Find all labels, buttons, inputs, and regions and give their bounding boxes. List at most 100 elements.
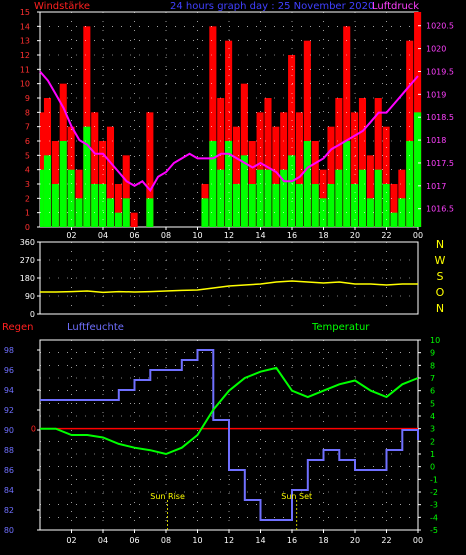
wind-bar <box>327 184 335 227</box>
temp-tick-label: 4 <box>430 412 435 421</box>
x-tick-label: 14 <box>255 536 265 545</box>
temperature-label: Temperatur <box>311 322 370 333</box>
x-tick-label: 12 <box>224 536 234 545</box>
wind-bar <box>303 141 311 227</box>
x-tick-label: 00 <box>413 231 423 240</box>
x-tick-label: 08 <box>161 231 171 240</box>
gust-bar <box>358 98 367 227</box>
compass-label: S <box>437 270 444 283</box>
temp-tick-label: -5 <box>430 526 438 535</box>
temp-tick-label: -4 <box>430 513 438 522</box>
temperature-line <box>40 366 419 456</box>
wind-bar <box>358 169 367 227</box>
direction-tick-label: 270 <box>20 256 35 265</box>
wind-tick-label: 4 <box>25 166 30 175</box>
wind-bar <box>83 126 91 227</box>
wind-bar <box>374 169 382 227</box>
wind-bar <box>209 141 217 227</box>
wind-bar <box>232 184 241 227</box>
humidity-tick-label: 86 <box>4 466 14 475</box>
temp-tick-label: 1 <box>430 450 435 459</box>
pressure-tick-label: 1019 <box>426 90 446 99</box>
wind-bar <box>319 198 327 227</box>
humidity-tick-label: 98 <box>4 346 14 355</box>
pressure-tick-label: 1017.5 <box>426 159 454 168</box>
wind-tick-label: 11 <box>20 65 30 74</box>
wind-bar <box>382 184 390 227</box>
pressure-line <box>39 70 419 193</box>
x-tick-label: 14 <box>255 231 265 240</box>
wind-tick-label: 5 <box>25 151 30 160</box>
humidity-tick-label: 94 <box>4 386 14 395</box>
gust-bar <box>288 55 296 227</box>
wind-bar <box>51 184 59 227</box>
wind-direction-line <box>40 280 418 294</box>
gust-bar <box>225 40 233 227</box>
wind-tick-label: 9 <box>25 94 30 103</box>
wind-bar <box>146 198 154 227</box>
x-tick-label: 02 <box>66 231 76 240</box>
chart-title: 24 hours graph day : 25 November 2020 <box>170 1 374 12</box>
humidity-line <box>40 349 419 521</box>
wind-bar <box>272 184 280 227</box>
pressure-tick-label: 1020.5 <box>426 22 454 31</box>
direction-tick-label: 360 <box>20 238 35 247</box>
gust-bar <box>295 112 304 227</box>
wind-bar <box>351 184 359 227</box>
wind-tick-label: 12 <box>20 51 30 60</box>
x-tick-label: 08 <box>161 536 171 545</box>
compass-label: W <box>435 254 446 267</box>
gust-bar <box>217 98 225 227</box>
temp-tick-label: 5 <box>430 399 435 408</box>
wind-bar <box>99 184 107 227</box>
humidity-temperature-chart: Regen Luftfeuchte Temperatur Sun Rise Sun… <box>2 322 440 545</box>
compass-label: N <box>436 302 444 315</box>
temp-tick-label: 0 <box>430 463 435 472</box>
gust-bar <box>209 26 217 228</box>
wind-bar <box>59 141 67 227</box>
wind-bar <box>122 198 130 227</box>
wind-tick-label: 7 <box>25 123 30 132</box>
wind-bar <box>91 184 99 227</box>
wind-bar <box>311 184 319 227</box>
x-tick-label: 22 <box>381 231 391 240</box>
x-tick-label: 06 <box>129 231 139 240</box>
x-tick-label: 16 <box>287 536 297 545</box>
wind-bar <box>264 169 272 227</box>
wind-bar <box>240 155 248 227</box>
gust-bar <box>406 40 414 227</box>
temp-tick-label: 7 <box>430 374 435 383</box>
wind-bar <box>75 198 83 227</box>
x-tick-label: 06 <box>129 536 139 545</box>
wind-tick-label: 10 <box>20 80 30 89</box>
sun-label: Sun Set <box>281 492 312 501</box>
temp-tick-label: 8 <box>430 361 435 370</box>
wind-tick-label: 3 <box>25 180 30 189</box>
x-tick-label: 20 <box>350 231 360 240</box>
x-tick-label: 12 <box>224 231 234 240</box>
gust-bar <box>327 126 335 227</box>
gust-bar <box>335 98 343 227</box>
wind-bar <box>414 112 422 227</box>
compass-label: O <box>436 286 445 299</box>
pressure-label: Luftdruck <box>372 1 419 12</box>
gust-bar <box>272 126 280 227</box>
wind-bar <box>114 212 122 227</box>
rain-label: Regen <box>2 322 34 333</box>
wind-bar <box>398 198 406 227</box>
pressure-tick-label: 1018 <box>426 136 446 145</box>
wind-bar <box>106 198 115 227</box>
gust-bar <box>390 184 398 227</box>
humidity-tick-label: 80 <box>4 526 14 535</box>
x-tick-label: 20 <box>350 536 360 545</box>
gust-bar <box>366 155 374 227</box>
x-tick-label: 02 <box>66 536 76 545</box>
wind-bar <box>248 184 256 227</box>
wind-bar <box>335 169 343 227</box>
gust-bar <box>382 126 390 227</box>
x-tick-label: 22 <box>381 536 391 545</box>
x-tick-label: 18 <box>318 536 328 545</box>
humidity-tick-label: 84 <box>4 486 14 495</box>
wind-bar <box>366 198 374 227</box>
humidity-tick-label: 88 <box>4 446 14 455</box>
